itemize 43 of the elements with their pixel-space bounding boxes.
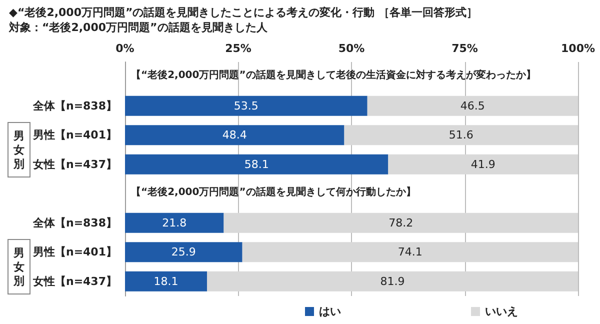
x-tick-label: 0%: [116, 42, 134, 55]
bar: [344, 125, 578, 146]
y-tick-label: 女性【n=437】: [32, 158, 117, 171]
y-tick-label: 全体【n=838】: [32, 216, 117, 230]
text: 男女別: [12, 129, 24, 170]
text: 男女別: [12, 246, 24, 288]
x-tick-label: 75%: [452, 42, 478, 55]
data-label: 46.5: [460, 99, 485, 112]
x-tick-label: 25%: [225, 42, 252, 55]
bar: [206, 271, 578, 292]
data-label: 21.8: [162, 216, 187, 230]
data-label: 41.9: [470, 158, 496, 171]
x-tick-label: 50%: [338, 42, 365, 55]
bar: [125, 212, 224, 233]
y-tick-label: 男性【n=401】: [32, 128, 117, 142]
bar: [224, 212, 578, 233]
data-label: 25.9: [171, 246, 196, 259]
x-tick-label: 100%: [561, 42, 595, 55]
bar: [125, 125, 344, 146]
legend-label: はい: [319, 305, 341, 318]
y-tick-label: 全体【n=838】: [32, 99, 117, 112]
bar: [242, 242, 578, 262]
data-label: 78.2: [388, 216, 414, 230]
data-label: 58.1: [244, 158, 269, 171]
bar: [125, 271, 207, 292]
bar: [367, 96, 578, 116]
bar: [125, 96, 368, 116]
chart-title: ◆“老後2,000万円問題”の話題を見聞きしたことによる考えの変化・行動 ［各単一回答形式］: [9, 6, 478, 19]
annotation: 【“老後2,000万円問題”の話題を見聞きして何か行動したか】: [131, 186, 416, 198]
data-label: 18.1: [154, 274, 178, 288]
y-tick-label: 男性【n=401】: [32, 246, 117, 259]
data-label: 81.9: [380, 274, 405, 288]
data-label: 51.6: [448, 128, 474, 142]
bar: [388, 154, 578, 174]
bar: [125, 154, 388, 174]
annotation: 【“老後2,000万円問題”の話題を見聞きして老後の生活資金に対する考えが変わったか】: [131, 69, 536, 82]
data-label: 74.1: [398, 246, 422, 259]
chart-subtitle: 対象：“老後2,000万円問題”の話題を見聞きした人: [8, 21, 268, 34]
y-tick-label: 女性【n=437】: [32, 274, 117, 288]
legend-label: いいえ: [485, 305, 518, 318]
data-label: 48.4: [222, 128, 247, 142]
bar: [125, 242, 242, 262]
data-label: 53.5: [234, 99, 258, 112]
